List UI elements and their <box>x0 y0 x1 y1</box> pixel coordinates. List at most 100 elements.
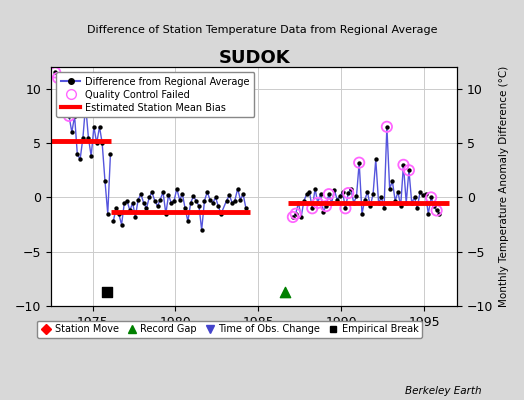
Point <box>427 194 435 201</box>
Point <box>93 140 101 146</box>
Point <box>225 192 234 198</box>
Point <box>402 200 410 206</box>
Point <box>222 198 231 204</box>
Point <box>377 194 386 201</box>
Point <box>386 186 394 192</box>
Point <box>380 205 388 212</box>
Point <box>322 203 330 209</box>
Point <box>399 162 408 168</box>
Point <box>408 200 416 206</box>
Point <box>189 193 198 200</box>
Point <box>159 189 167 195</box>
Point <box>98 140 106 146</box>
Y-axis label: Monthly Temperature Anomaly Difference (°C): Monthly Temperature Anomaly Difference (… <box>499 66 509 307</box>
Point <box>112 205 121 212</box>
Point <box>355 160 363 166</box>
Point <box>104 210 112 217</box>
Point <box>355 160 363 166</box>
Point <box>198 227 206 233</box>
Point <box>217 210 225 217</box>
Point <box>165 192 173 198</box>
Point <box>54 75 62 81</box>
Point <box>59 91 68 97</box>
Point <box>311 186 319 192</box>
Legend: Station Move, Record Gap, Time of Obs. Change, Empirical Break: Station Move, Record Gap, Time of Obs. C… <box>37 320 422 338</box>
Point <box>184 218 192 224</box>
Point <box>81 102 90 108</box>
Point <box>366 203 375 209</box>
Point <box>430 203 438 209</box>
Point <box>120 200 128 206</box>
Point <box>57 102 65 108</box>
Point <box>328 200 336 206</box>
Point <box>383 124 391 130</box>
Point <box>203 189 212 195</box>
Point <box>319 208 328 215</box>
Point <box>410 194 419 201</box>
Point <box>424 210 432 217</box>
Point <box>148 189 156 195</box>
Point <box>154 203 162 209</box>
Point <box>170 198 178 204</box>
Point <box>87 153 95 159</box>
Text: Berkeley Earth: Berkeley Earth <box>406 386 482 396</box>
Point <box>137 191 145 197</box>
Point <box>413 205 421 212</box>
Point <box>300 198 308 204</box>
Point <box>62 80 71 86</box>
Point <box>405 167 413 174</box>
Point <box>322 203 330 209</box>
Point <box>344 190 353 196</box>
Point <box>308 205 316 212</box>
Point <box>95 124 104 130</box>
Point <box>289 214 297 220</box>
Point <box>291 210 300 217</box>
Point <box>333 196 341 203</box>
Point <box>344 190 353 196</box>
Point <box>70 113 79 119</box>
Point <box>150 198 159 204</box>
Point <box>427 194 435 201</box>
Point <box>103 289 112 295</box>
Point <box>54 75 62 81</box>
Point <box>76 156 84 162</box>
Point <box>239 191 247 197</box>
Point <box>363 189 372 195</box>
Point <box>115 210 123 217</box>
Point <box>330 187 339 193</box>
Point <box>126 207 134 214</box>
Point <box>142 205 150 212</box>
Point <box>176 196 184 203</box>
Point <box>291 210 300 217</box>
Point <box>305 189 314 195</box>
Point <box>416 189 424 195</box>
Point <box>73 151 82 157</box>
Point <box>195 203 203 209</box>
Point <box>336 193 344 200</box>
Point <box>62 80 71 86</box>
Point <box>325 191 333 197</box>
Point <box>352 193 361 200</box>
Point <box>65 113 73 119</box>
Point <box>109 218 117 224</box>
Point <box>161 210 170 217</box>
Point <box>358 210 366 217</box>
Point <box>231 198 239 204</box>
Point <box>289 214 297 220</box>
Point <box>302 191 311 197</box>
Point <box>106 151 115 157</box>
Point <box>206 196 214 203</box>
Point <box>242 205 250 212</box>
Point <box>388 178 397 184</box>
Point <box>101 178 109 184</box>
Point <box>372 156 380 162</box>
Point <box>397 203 405 209</box>
Point <box>297 214 305 220</box>
Point <box>405 167 413 174</box>
Point <box>134 196 143 203</box>
Point <box>145 194 154 201</box>
Point <box>172 186 181 192</box>
Point <box>361 196 369 203</box>
Title: SUDOK: SUDOK <box>219 49 290 67</box>
Point <box>432 207 441 214</box>
